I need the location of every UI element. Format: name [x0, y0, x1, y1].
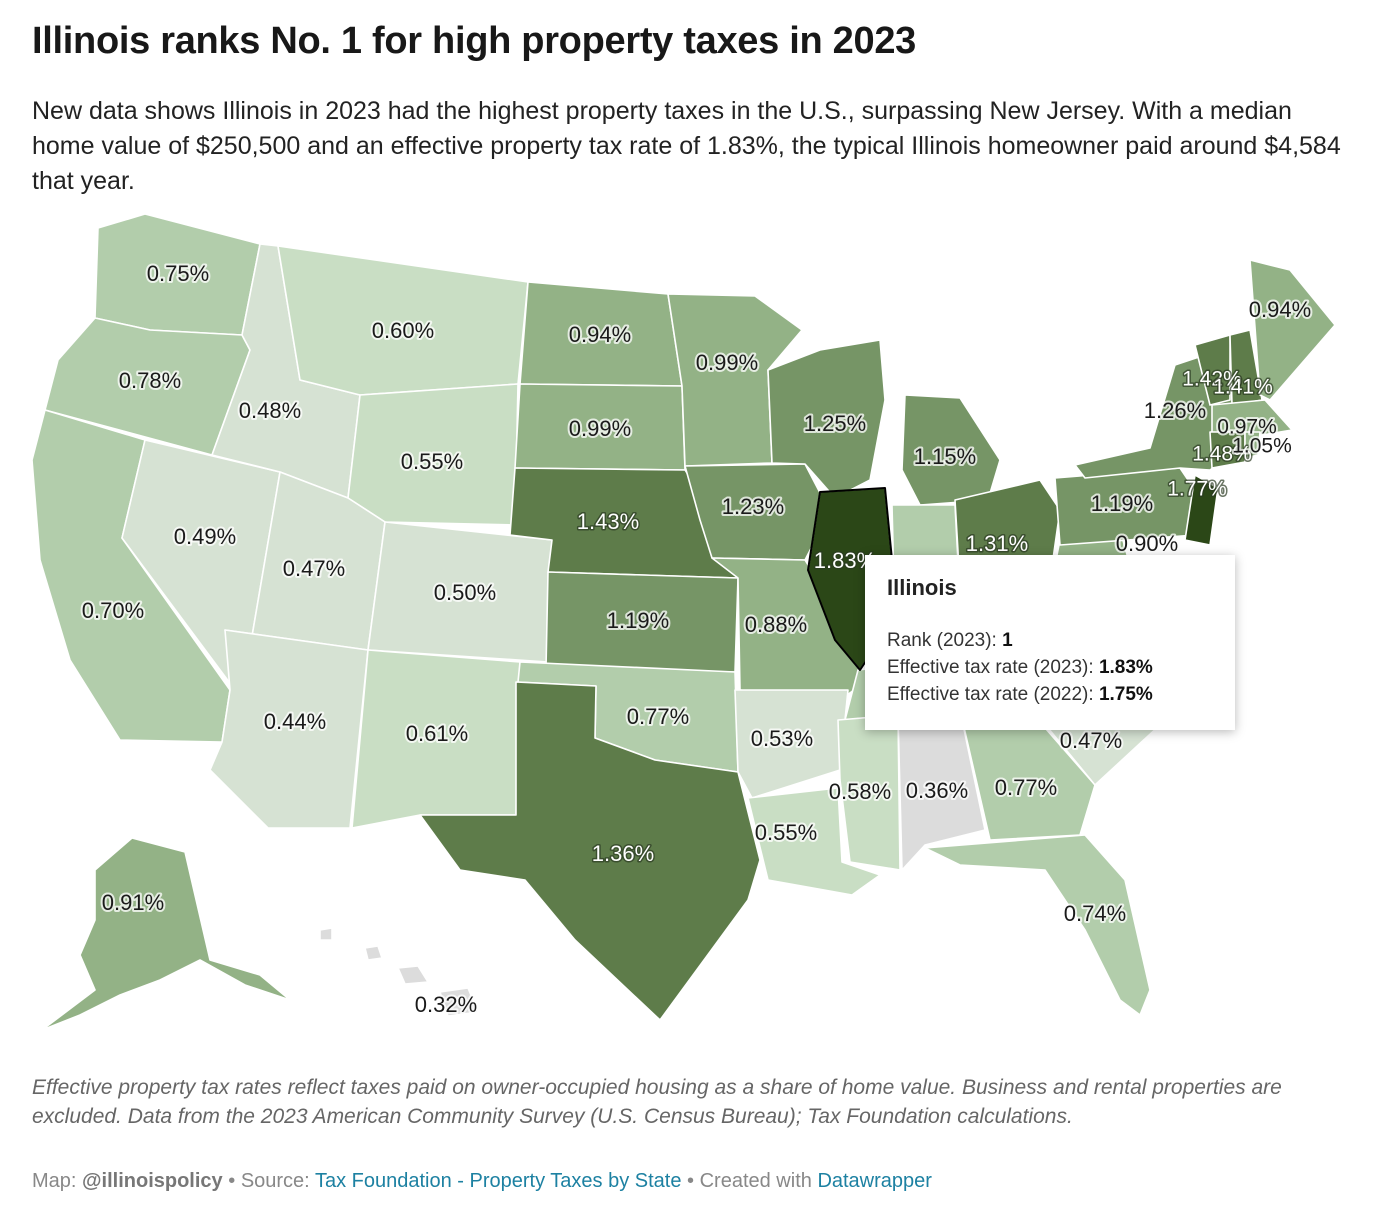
state-rhode-island[interactable]	[1244, 431, 1261, 459]
state-label-alabama: 0.36%	[906, 778, 968, 803]
state-label-iowa: 1.23%	[722, 494, 784, 519]
state-wyoming[interactable]	[347, 383, 519, 526]
state-massachusetts[interactable]	[1211, 399, 1293, 436]
tooltip-rate-2023-value: 1.83%	[1098, 657, 1153, 678]
state-label-utah: 0.47%	[283, 556, 345, 581]
state-label-massachusetts: 0.97%	[1217, 416, 1277, 439]
state-label-north-dakota: 0.94%	[569, 322, 631, 347]
state-label-nebraska: 1.43%	[577, 509, 639, 534]
tooltip-rate-2023-row: Effective tax rate (2023): 1.83%	[887, 654, 1213, 681]
us-property-tax-map: 0.75% 0.78% 0.70% 0.49% 0.48% 0.60% 0.55% 0.47%…	[31, 213, 1336, 1031]
tooltip-rate-2022-value: 1.75%	[1098, 684, 1153, 705]
state-label-montana: 0.60%	[372, 318, 434, 343]
tooltip-rank-value: 1	[1002, 630, 1013, 651]
state-alaska[interactable]	[41, 837, 291, 1031]
state-label-new-jersey: 1.77%	[1167, 478, 1227, 501]
state-label-kansas: 1.19%	[607, 608, 669, 633]
state-label-missouri: 0.88%	[745, 612, 807, 637]
state-label-wyoming: 0.55%	[401, 449, 463, 474]
state-label-minnesota: 0.99%	[696, 350, 758, 375]
state-label-rhode-island: 1.05%	[1232, 435, 1292, 458]
state-label-new-york: 1.26%	[1144, 398, 1206, 423]
state-label-mississippi: 0.58%	[829, 779, 891, 804]
state-label-georgia: 0.77%	[995, 775, 1057, 800]
tooltip-title: Illinois	[887, 575, 957, 600]
footer-map-prefix: Map:	[32, 1170, 77, 1192]
state-label-arkansas: 0.53%	[751, 726, 813, 751]
state-arkansas[interactable]	[734, 689, 849, 799]
state-label-alaska: 0.91%	[102, 890, 164, 915]
state-label-pennsylvania: 1.19%	[1091, 491, 1153, 516]
tooltip-rank-row: Rank (2023): 1	[887, 627, 1213, 654]
tooltip-rank-label: Rank (2023):	[887, 630, 997, 651]
chart-notes: Effective property tax rates reflect tax…	[32, 1076, 1282, 1128]
state-hawaii[interactable]	[319, 927, 479, 1017]
state-label-arizona: 0.44%	[264, 709, 326, 734]
state-new-jersey[interactable]	[1184, 474, 1219, 546]
state-label-nevada: 0.49%	[174, 524, 236, 549]
state-label-new-hampshire: 1.41%	[1213, 376, 1273, 399]
state-louisiana[interactable]	[747, 787, 881, 896]
state-label-wisconsin: 1.25%	[804, 411, 866, 436]
chart-subtitle: New data shows Illinois in 2023 had the …	[32, 97, 1341, 195]
state-label-west-virginia: 0.90%	[1116, 531, 1178, 556]
state-label-washington: 0.75%	[147, 261, 209, 286]
state-vermont[interactable]	[1194, 334, 1231, 406]
footer-separator: •	[228, 1170, 236, 1192]
state-maine[interactable]	[1249, 259, 1336, 401]
state-label-south-dakota: 0.99%	[569, 416, 631, 441]
chart-title: Illinois ranks No. 1 for high property t…	[32, 20, 916, 62]
footer-separator: •	[687, 1170, 695, 1192]
state-label-oklahoma: 0.77%	[627, 704, 689, 729]
state-connecticut[interactable]	[1209, 431, 1246, 469]
tooltip-rate-2022-label: Effective tax rate (2022):	[887, 684, 1094, 705]
state-label-louisiana: 0.55%	[755, 820, 817, 845]
source-link[interactable]: Tax Foundation - Property Taxes by State	[314, 1170, 682, 1192]
state-label-maine: 0.94%	[1249, 297, 1311, 322]
tooltip-rate-2023-label: Effective tax rate (2023):	[887, 657, 1094, 678]
footer-source-prefix: Source:	[240, 1170, 310, 1192]
datawrapper-link[interactable]: Datawrapper	[817, 1170, 932, 1192]
state-label-ohio: 1.31%	[966, 531, 1028, 556]
state-label-idaho: 0.48%	[239, 398, 301, 423]
state-label-vermont: 1.42%	[1182, 368, 1242, 391]
state-label-new-mexico: 0.61%	[406, 721, 468, 746]
state-tooltip: Illinois Rank (2023): 1 Effective tax ra…	[865, 555, 1235, 730]
state-label-south-carolina: 0.47%	[1060, 728, 1122, 753]
footer-created-prefix: Created with	[699, 1170, 812, 1192]
tooltip-rate-2022-row: Effective tax rate (2022): 1.75%	[887, 681, 1213, 708]
state-label-florida: 0.74%	[1064, 901, 1126, 926]
state-florida[interactable]	[924, 834, 1151, 1016]
footer-map-author: @illinoispolicy	[82, 1170, 223, 1192]
state-label-texas: 1.36%	[592, 841, 654, 866]
state-label-michigan: 1.15%	[914, 444, 976, 469]
state-label-hawaii: 0.32%	[415, 992, 477, 1017]
chart-footer: Map: @illinoispolicy • Source: Tax Found…	[32, 1170, 1332, 1193]
state-label-connecticut: 1.48%	[1192, 443, 1252, 466]
state-label-oregon: 0.78%	[119, 368, 181, 393]
state-label-colorado: 0.50%	[434, 580, 496, 605]
state-wisconsin[interactable]	[767, 339, 886, 499]
state-texas[interactable]	[419, 681, 761, 1021]
state-label-california: 0.70%	[82, 598, 144, 623]
